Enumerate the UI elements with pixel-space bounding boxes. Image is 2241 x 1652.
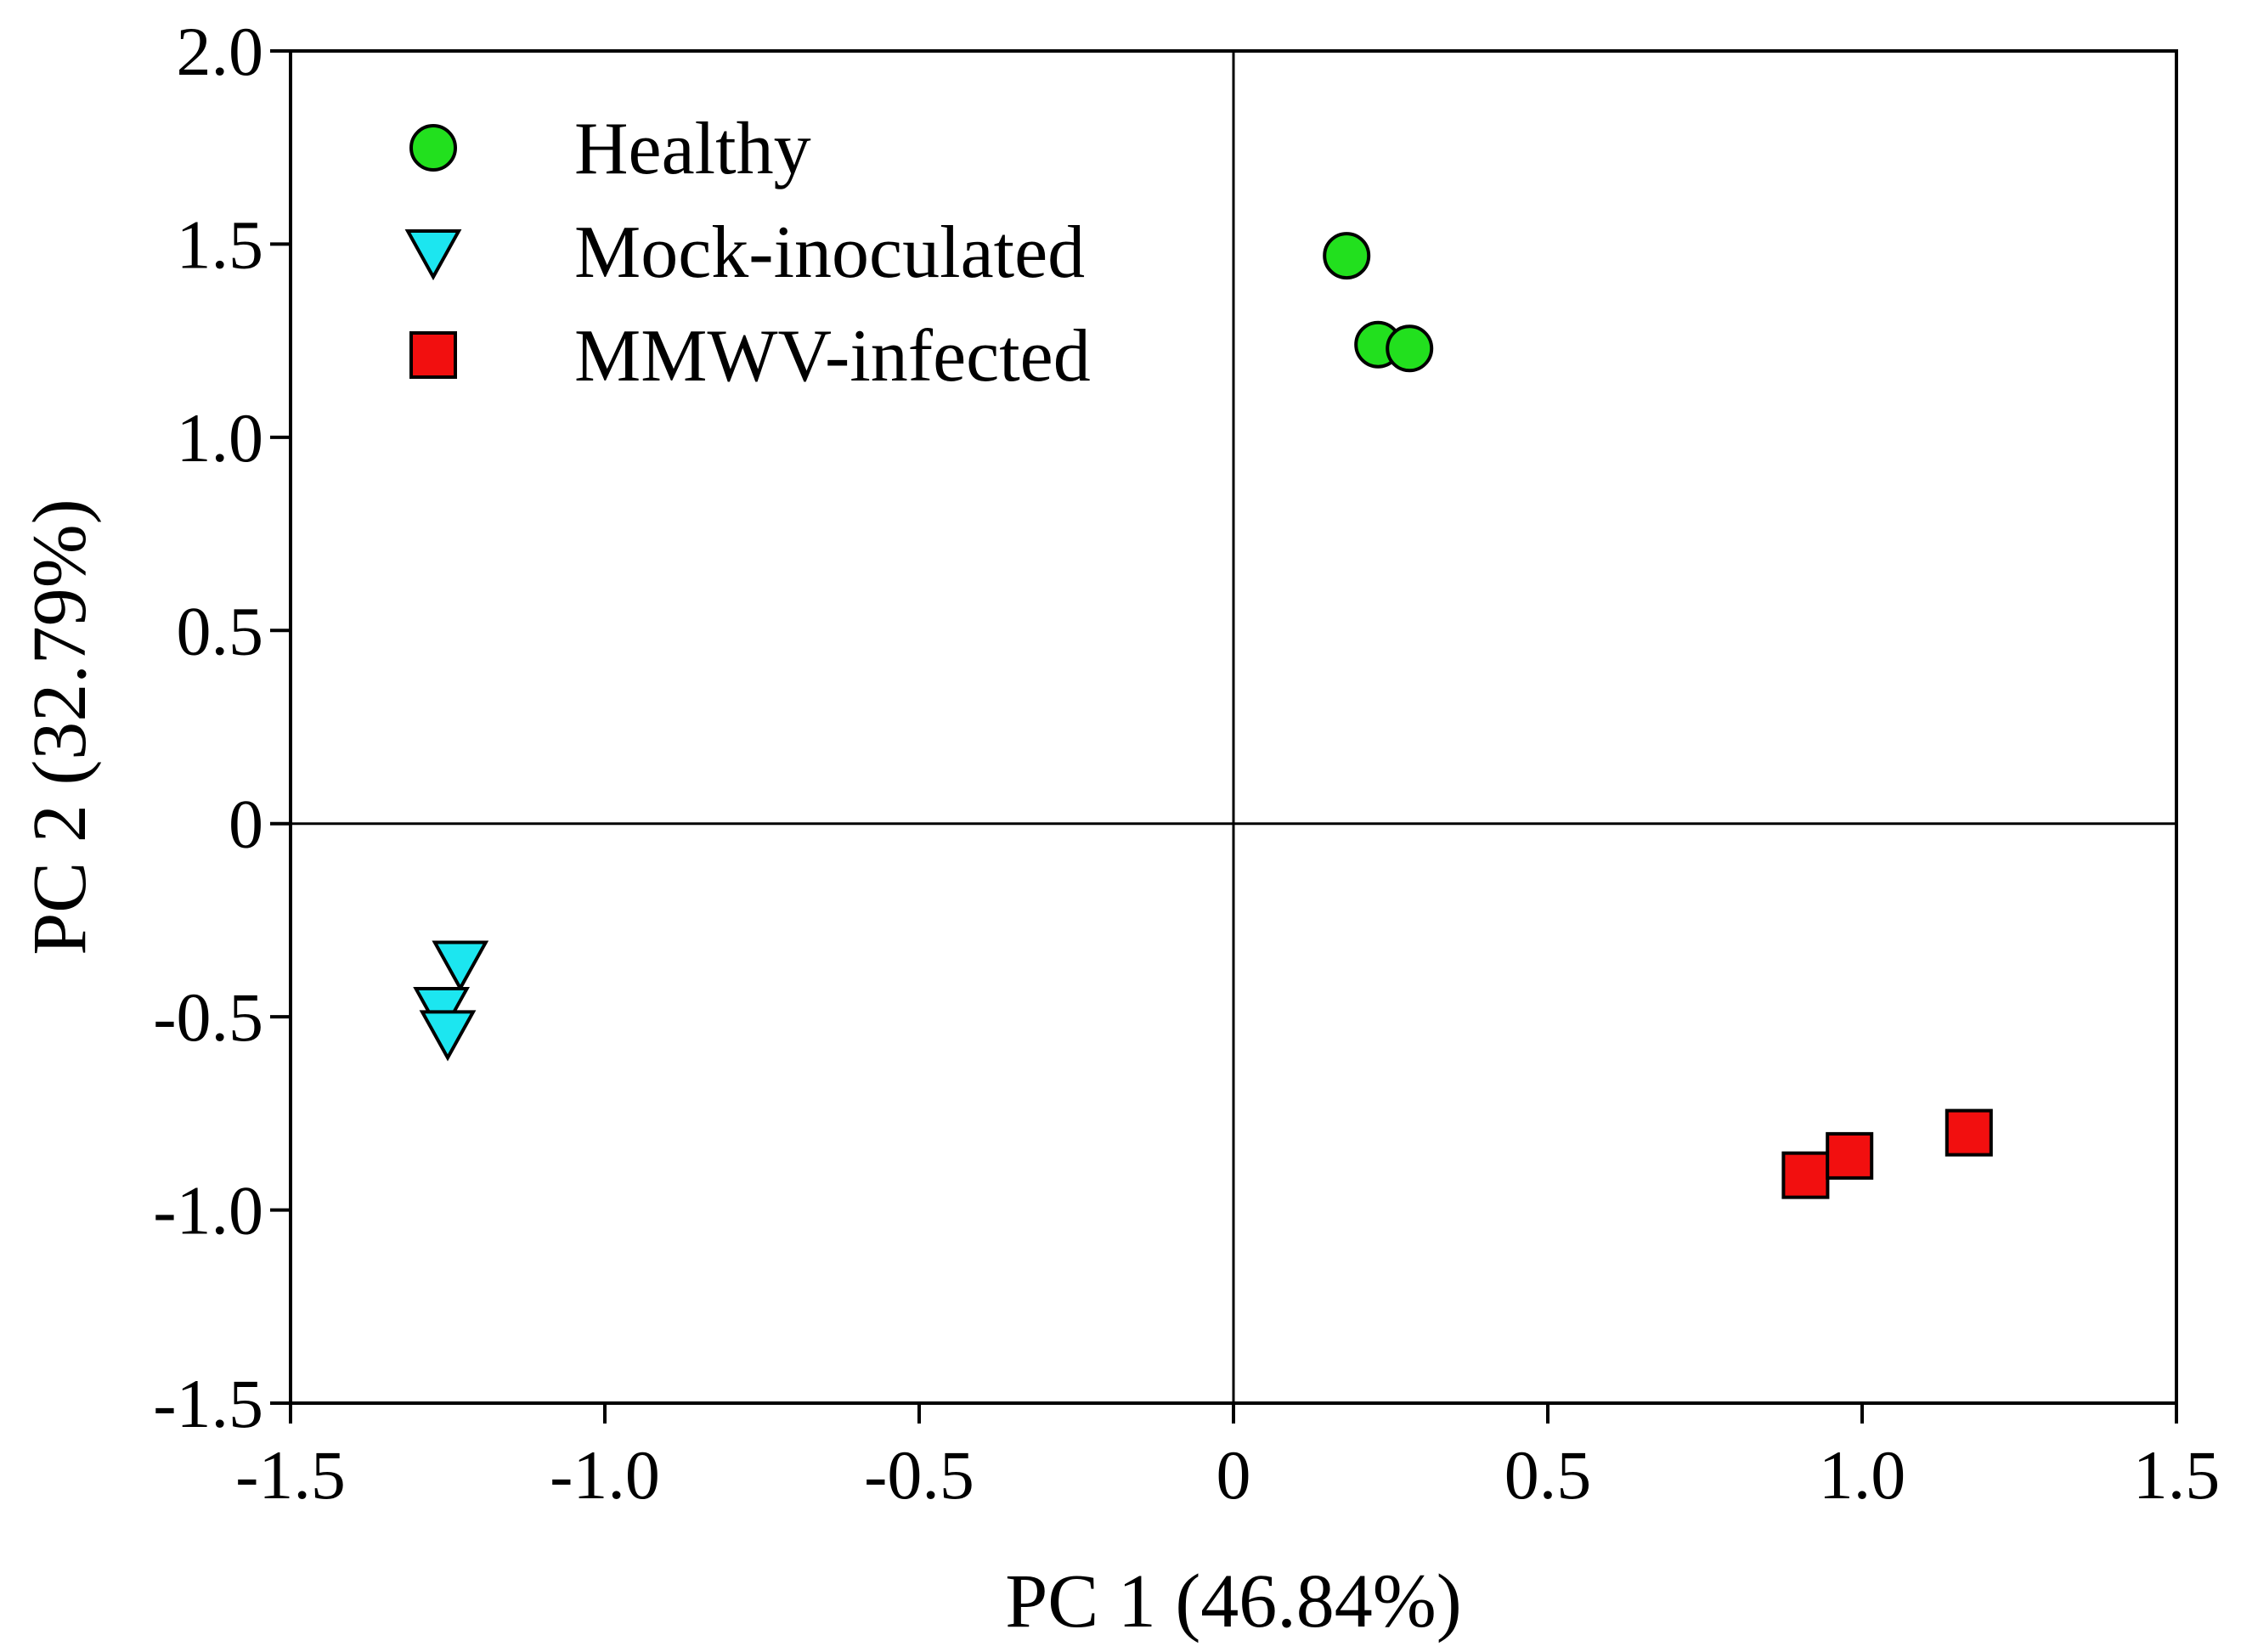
legend-label-healthy: Healthy bbox=[574, 108, 811, 190]
y-tick-label: -1.0 bbox=[153, 1172, 263, 1249]
y-tick-label: -1.5 bbox=[153, 1365, 263, 1442]
legend: Healthy Mock-inoculated MMWV-infected bbox=[408, 108, 1091, 397]
x-tick-label: -1.5 bbox=[235, 1436, 346, 1514]
y-tick-label: 0.5 bbox=[177, 592, 264, 669]
x-tick-label: -0.5 bbox=[864, 1436, 974, 1514]
y-tick-label: 1.5 bbox=[177, 206, 264, 283]
pca-scatter-chart: -1.5 -1.0 -0.5 0 0.5 1.0 1.5 -1.5 -1.0 -0.5 0 0.5 1.… bbox=[0, 0, 2241, 1652]
axes-layer: -1.5 -1.0 -0.5 0 0.5 1.0 1.5 -1.5 -1.0 -0.5 0 0.5 1.… bbox=[153, 13, 2220, 1514]
legend-marker-mock-inoculated bbox=[408, 231, 459, 277]
data-point-mock-inoculated bbox=[422, 1012, 473, 1057]
legend-label-mmwv-infected: MMWV-infected bbox=[574, 315, 1091, 397]
data-point-mmwv-infected bbox=[1783, 1153, 1827, 1198]
chart-canvas: -1.5 -1.0 -0.5 0 0.5 1.0 1.5 -1.5 -1.0 -0.5 0 0.5 1.… bbox=[0, 0, 2241, 1652]
data-point-healthy bbox=[1387, 326, 1431, 370]
legend-marker-healthy bbox=[411, 126, 455, 170]
y-axis-title: PC 2 (32.79%) bbox=[18, 499, 102, 956]
y-tick-label: -0.5 bbox=[153, 978, 263, 1056]
legend-marker-mmwv-infected bbox=[411, 333, 455, 377]
y-tick-label: 1.0 bbox=[177, 399, 264, 476]
data-point-mmwv-infected bbox=[1827, 1134, 1871, 1178]
x-tick-label: 0 bbox=[1216, 1436, 1251, 1514]
data-point-healthy bbox=[1324, 234, 1369, 278]
x-tick-label: 0.5 bbox=[1504, 1436, 1592, 1514]
x-tick-label: 1.0 bbox=[1819, 1436, 1906, 1514]
legend-label-mock-inoculated: Mock-inoculated bbox=[574, 211, 1085, 294]
x-tick-label: -1.0 bbox=[550, 1436, 660, 1514]
data-point-mmwv-infected bbox=[1947, 1111, 1991, 1155]
y-tick-label: 0 bbox=[229, 786, 263, 863]
data-point-mock-inoculated bbox=[435, 942, 486, 988]
x-axis-title: PC 1 (46.84%) bbox=[1005, 1559, 1462, 1644]
x-tick-label: 1.5 bbox=[2133, 1436, 2221, 1514]
y-tick-label: 2.0 bbox=[177, 13, 264, 90]
